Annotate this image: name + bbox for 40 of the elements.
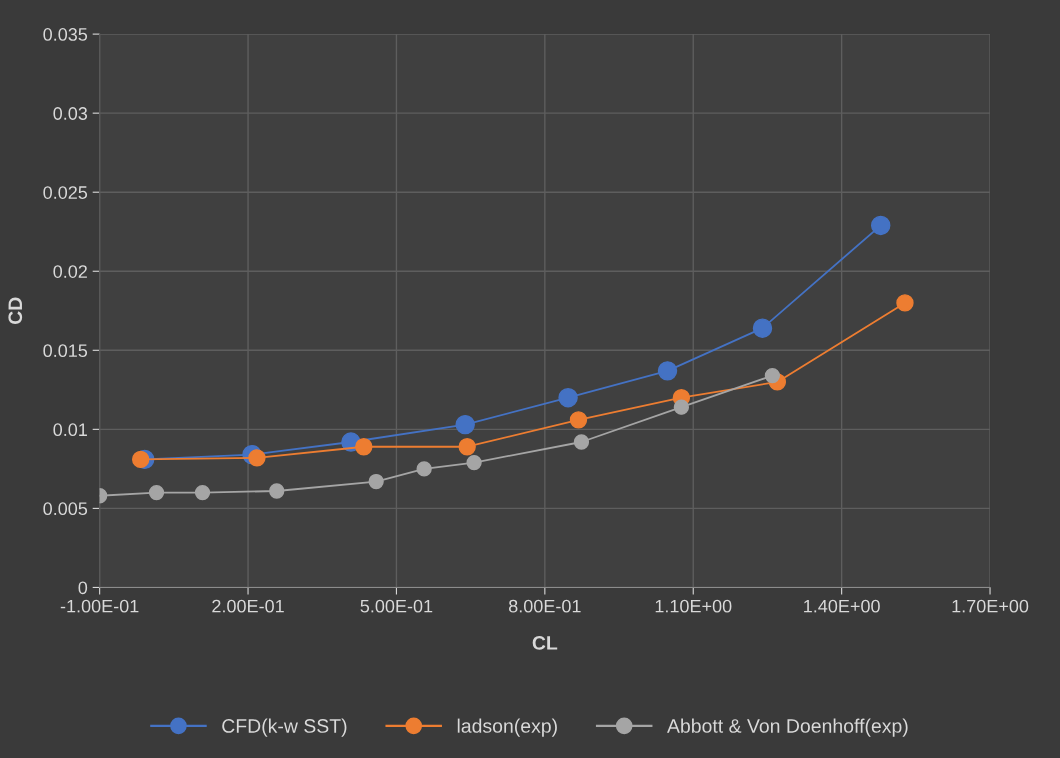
legend-label: CFD(k-w SST) <box>222 718 347 737</box>
x-tick-label: 1.40E+00 <box>804 599 880 613</box>
point <box>269 483 285 499</box>
point <box>558 388 578 408</box>
x-tick-label: 1.10E+00 <box>655 599 732 613</box>
point <box>148 484 165 501</box>
point <box>132 450 150 469</box>
y-tick-label: 0 <box>78 581 88 595</box>
x-tick-label: -1.00E-01 <box>60 599 139 613</box>
point <box>455 414 475 435</box>
x-tick-label: 8.00E-01 <box>508 599 581 613</box>
x-tick-label: 5.00E-01 <box>360 599 433 613</box>
point <box>673 399 690 415</box>
point <box>896 294 914 312</box>
point <box>368 473 384 490</box>
point <box>248 449 266 467</box>
point <box>764 367 781 384</box>
legend-label: Abbott & Von Doenhoff(exp) <box>667 718 908 737</box>
y-axis-title: CD <box>8 297 23 325</box>
point <box>466 454 482 471</box>
y-tick-label: 0.005 <box>43 502 88 516</box>
x-axis-title: CL <box>532 636 558 650</box>
point <box>569 411 588 429</box>
point <box>657 361 678 381</box>
y-tick-label: 0.01 <box>53 423 87 437</box>
point <box>870 215 891 236</box>
point <box>573 434 590 450</box>
x-tick-label: 2.00E-01 <box>212 599 284 613</box>
y-tick-label: 0.02 <box>53 265 87 278</box>
legend-label: ladson(exp) <box>457 718 557 737</box>
y-tick-label: 0.03 <box>53 107 88 120</box>
point <box>458 438 476 456</box>
y-tick-label: 0.015 <box>43 344 88 358</box>
x-tick-label: 1.70E+00 <box>952 599 1029 613</box>
point <box>355 438 373 456</box>
point <box>194 484 211 501</box>
point <box>416 461 432 477</box>
y-tick-label: 0.035 <box>43 28 88 41</box>
y-tick-label: 0.025 <box>43 186 88 199</box>
point <box>752 318 773 338</box>
